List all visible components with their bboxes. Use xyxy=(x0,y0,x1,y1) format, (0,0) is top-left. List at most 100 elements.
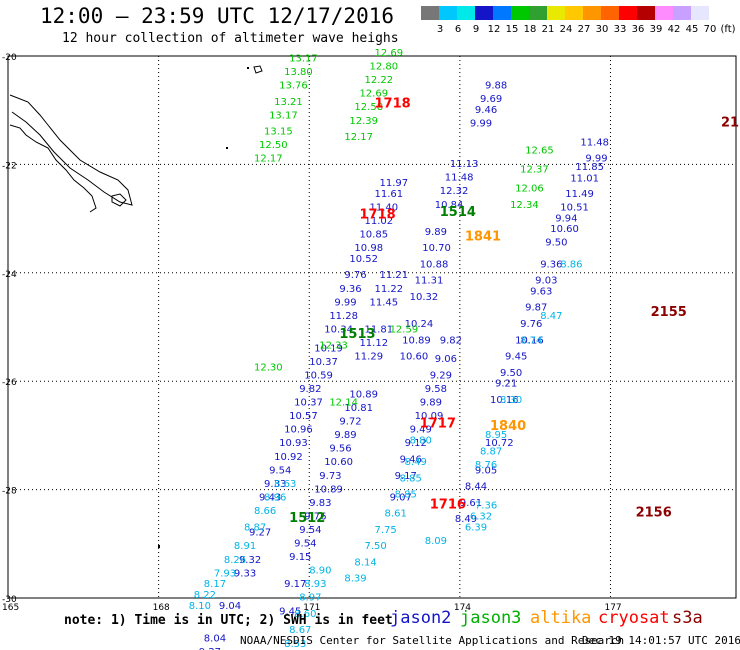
satellite-legend-item: cryosat xyxy=(598,608,670,628)
wave-height-label: 10.52 xyxy=(349,254,378,265)
track-id-label: 2156 xyxy=(636,506,672,521)
wave-height-label: 13.17 xyxy=(289,53,318,64)
colorbar-label: 18 xyxy=(523,24,537,35)
colorbar-label: (ft) xyxy=(720,24,736,35)
wave-height-label: 8.74 xyxy=(520,335,542,346)
wave-height-label: 10.37 xyxy=(294,398,323,409)
island xyxy=(158,545,160,548)
x-tick-label: 174 xyxy=(454,603,471,613)
footer-credit: NOAA/NESDIS Center for Satellite Applica… xyxy=(240,634,625,647)
wave-height-label: 10.85 xyxy=(359,230,388,241)
wave-height-label: 10.72 xyxy=(485,438,514,449)
colorbar-label: 42 xyxy=(667,24,681,35)
wave-height-label: 9.17 xyxy=(284,579,306,590)
colorbar-label: 33 xyxy=(613,24,627,35)
wave-height-label: 9.21 xyxy=(495,379,517,390)
wave-height-label: 9.88 xyxy=(485,81,507,92)
y-tick-label: -24 xyxy=(2,270,17,280)
wave-height-label: 12.22 xyxy=(364,75,393,86)
wave-height-label: 10.92 xyxy=(274,452,303,463)
wave-height-label: 10.60 xyxy=(550,224,579,235)
wave-height-label: 11.97 xyxy=(380,178,409,189)
colorbar-swatch xyxy=(547,6,565,20)
wave-height-label: 10.16 xyxy=(490,395,519,406)
track-id-label: 2155 xyxy=(721,115,740,130)
track-id-label: 1718 xyxy=(359,208,395,223)
colorbar-label: 15 xyxy=(505,24,519,35)
wave-height-label: 10.81 xyxy=(344,403,373,414)
wave-height-label: 11.49 xyxy=(565,189,594,200)
wave-height-label: 9.94 xyxy=(555,213,577,224)
wave-height-label: 11.28 xyxy=(329,311,358,322)
track-id-label: 1841 xyxy=(465,229,501,244)
wave-height-label: 9.69 xyxy=(480,94,502,105)
colorbar-swatch xyxy=(511,6,529,20)
island xyxy=(111,193,127,207)
colorbar-swatch xyxy=(493,6,511,20)
wave-height-label: 9.49 xyxy=(410,425,432,436)
colorbar-swatch xyxy=(601,6,619,20)
wave-height-label: 11.61 xyxy=(375,189,404,200)
wave-height-label: 8.87 xyxy=(480,446,502,457)
wave-height-label: 8.49 xyxy=(455,514,477,525)
wave-height-label: 11.21 xyxy=(380,270,409,281)
wave-height-label: 8.49 xyxy=(405,457,427,468)
wave-height-label: 9.83 xyxy=(309,498,331,509)
wave-height-label: 10.84 xyxy=(435,200,464,211)
wave-height-label: 9.32 xyxy=(239,555,261,566)
colorbar-label: 9 xyxy=(472,24,480,35)
wave-height-label: 12.59 xyxy=(390,324,419,335)
colorbar-label: 24 xyxy=(559,24,573,35)
colorbar-swatch xyxy=(475,6,493,20)
wave-height-label: 12.65 xyxy=(525,146,554,157)
wave-height-label: 11.13 xyxy=(450,159,479,170)
wave-height-label: 11.31 xyxy=(415,276,444,287)
wave-height-label: 7.75 xyxy=(375,525,397,536)
colorbar-label: 39 xyxy=(649,24,663,35)
colorbar-swatch xyxy=(565,6,583,20)
track-id-label: 1513 xyxy=(339,327,375,342)
wave-height-label: 9.72 xyxy=(339,417,361,428)
wave-height-label: 9.12 xyxy=(405,438,427,449)
wave-height-label: 12.34 xyxy=(510,200,539,211)
colorbar-label: 45 xyxy=(685,24,699,35)
wave-height-label: 11.48 xyxy=(445,173,474,184)
satellite-legend-item: s3a xyxy=(672,608,703,628)
colorbar-label: 27 xyxy=(577,24,591,35)
wave-height-label: 11.81 xyxy=(364,324,393,335)
wave-height-label: 8.39 xyxy=(344,574,366,585)
wave-height-label: 9.45 xyxy=(279,606,301,617)
wave-height-label: 12.30 xyxy=(254,362,283,373)
wave-height-label: 8.04 xyxy=(204,633,226,644)
coastline xyxy=(9,124,97,213)
satellite-legend-item: altika xyxy=(530,608,592,628)
wave-height-label: 8.63 xyxy=(274,479,296,490)
wave-height-label: 13.21 xyxy=(274,97,303,108)
wave-height-label: 12.14 xyxy=(329,398,358,409)
wave-height-label: 8.53 xyxy=(284,639,306,650)
wave-height-label: 11.01 xyxy=(570,174,599,185)
wave-height-label: 8.86 xyxy=(560,259,582,270)
colorbar-swatch xyxy=(457,6,475,20)
wave-height-label: 8.96 xyxy=(264,492,286,503)
wave-height-label: 8.85 xyxy=(395,490,417,501)
wave-height-label: 10.59 xyxy=(304,370,333,381)
wave-height-label: 10.24 xyxy=(405,319,434,330)
wave-height-label: 9.54 xyxy=(269,465,291,476)
wave-height-label: 8.22 xyxy=(194,590,216,601)
wave-height-label: 8.26 xyxy=(224,555,246,566)
footer-timestamp: Dec 19 14:01:57 UTC 2016 xyxy=(582,634,740,647)
wave-height-label: 9.15 xyxy=(289,552,311,563)
wave-height-label: 9.99 xyxy=(470,118,492,129)
wave-height-label: 12.32 xyxy=(440,186,469,197)
wave-height-label: 8.10 xyxy=(189,601,211,612)
colorbar-label: 30 xyxy=(595,24,609,35)
wave-height-label: 10.51 xyxy=(560,202,589,213)
track-id-label: 1514 xyxy=(440,205,476,220)
wave-height-label: 12.06 xyxy=(515,184,544,195)
wave-height-label: 7.36 xyxy=(475,501,497,512)
y-tick-label: -28 xyxy=(2,487,17,497)
wave-height-label: 8.17 xyxy=(204,579,226,590)
wave-height-label: 9.50 xyxy=(545,238,567,249)
wave-height-label: 9.87 xyxy=(525,303,547,314)
